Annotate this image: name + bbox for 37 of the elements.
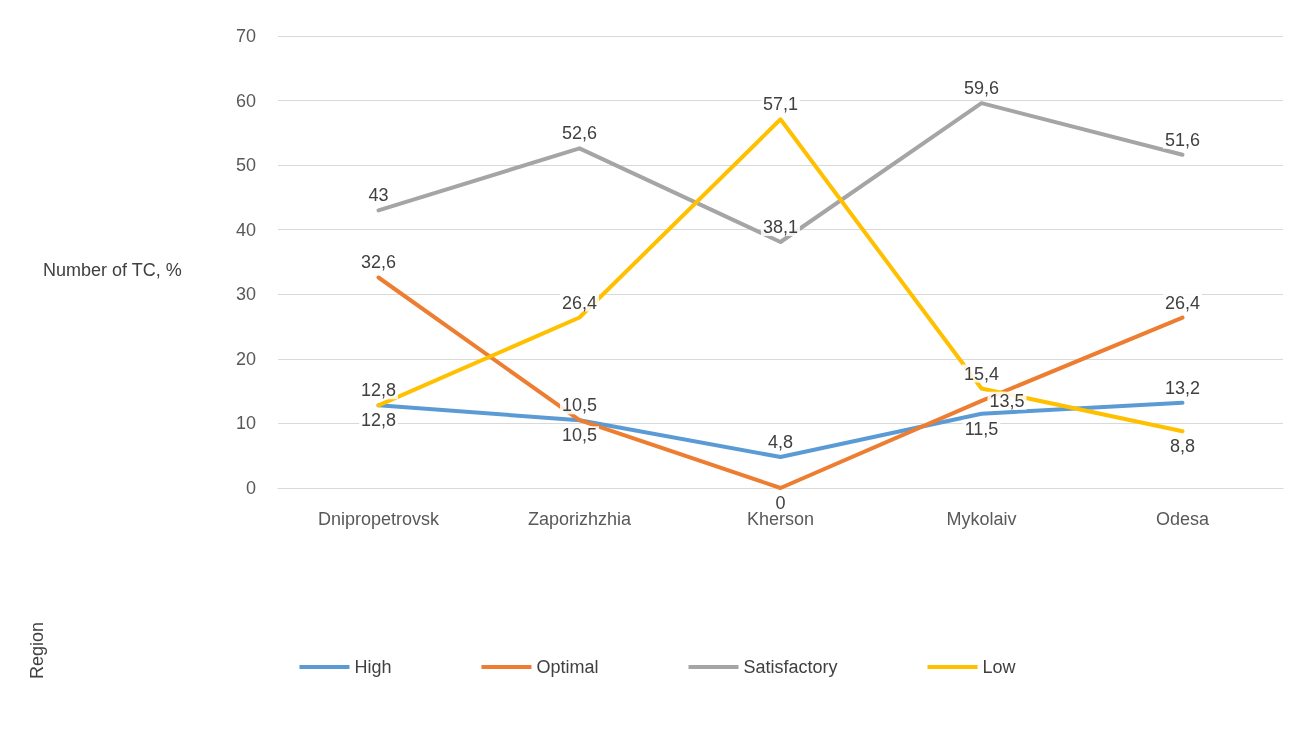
y-tick-label: 30 bbox=[235, 284, 256, 305]
data-label: 43 bbox=[368, 185, 389, 206]
y-tick-label: 20 bbox=[235, 348, 256, 369]
data-label: 12,8 bbox=[360, 410, 397, 431]
data-label: 13,2 bbox=[1164, 377, 1201, 398]
legend-label: Optimal bbox=[536, 657, 599, 677]
data-label: 38,1 bbox=[762, 216, 799, 237]
text: Region bbox=[27, 621, 47, 680]
data-label: 11,5 bbox=[964, 418, 999, 439]
data-label: 10,5 bbox=[561, 395, 598, 416]
legend-label: Low bbox=[982, 657, 1017, 677]
y-tick-label: 40 bbox=[235, 219, 256, 240]
legend-label: Satisfactory bbox=[743, 657, 838, 677]
data-label: 26,4 bbox=[1164, 292, 1201, 313]
y-tick-label: 60 bbox=[235, 90, 256, 111]
y-tick-label: 0 bbox=[245, 478, 256, 498]
data-label: 59,6 bbox=[963, 78, 1000, 99]
legend-label: High bbox=[354, 657, 392, 677]
data-label: 15,4 bbox=[963, 363, 1000, 384]
data-label: 8,8 bbox=[1169, 436, 1196, 457]
y-tick-label: 50 bbox=[235, 155, 256, 176]
x-tick-label: Zaporizhzhia bbox=[527, 509, 633, 529]
x-tick-label: Dnipropetrovsk bbox=[317, 509, 441, 529]
x-tick-label: Odesa bbox=[1155, 509, 1210, 529]
data-label: 4,8 bbox=[767, 432, 794, 453]
y-tick-label: 70 bbox=[235, 26, 256, 46]
y-axis-title: Number of TC, % bbox=[43, 260, 182, 280]
data-label: 57,1 bbox=[762, 94, 799, 115]
data-label: 51,6 bbox=[1164, 129, 1201, 150]
y-tick-label: 10 bbox=[235, 413, 256, 434]
data-label: 10,5 bbox=[561, 425, 598, 446]
data-label: 12,8 bbox=[360, 380, 397, 401]
data-label: 32,6 bbox=[360, 252, 397, 273]
data-label: 52,6 bbox=[561, 123, 598, 144]
data-label: 13,5 bbox=[989, 390, 1025, 411]
x-tick-label: Mykolaiv bbox=[946, 509, 1017, 529]
data-label: 26,4 bbox=[561, 292, 598, 313]
